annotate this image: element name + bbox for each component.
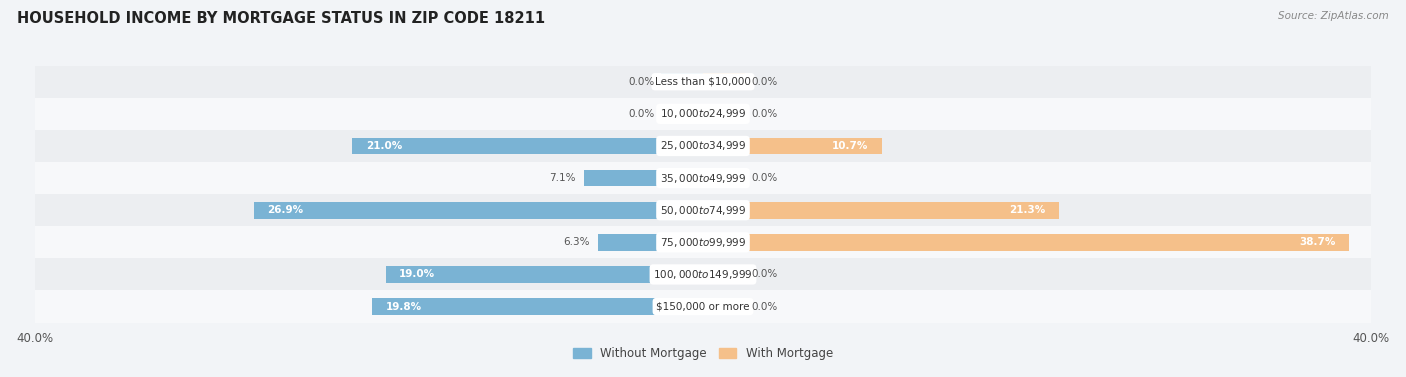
Bar <box>661 74 703 90</box>
Text: $150,000 or more: $150,000 or more <box>657 302 749 311</box>
Bar <box>373 298 703 315</box>
Text: 19.0%: 19.0% <box>399 270 436 279</box>
Bar <box>35 226 1371 258</box>
Text: 26.9%: 26.9% <box>267 205 304 215</box>
Bar <box>35 162 1371 194</box>
Bar <box>661 106 703 122</box>
Text: $100,000 to $149,999: $100,000 to $149,999 <box>654 268 752 281</box>
Text: $75,000 to $99,999: $75,000 to $99,999 <box>659 236 747 249</box>
Bar <box>703 74 745 90</box>
Bar <box>703 170 745 187</box>
Text: 0.0%: 0.0% <box>751 270 778 279</box>
Text: 38.7%: 38.7% <box>1299 238 1336 247</box>
Text: 0.0%: 0.0% <box>751 77 778 87</box>
Text: $10,000 to $24,999: $10,000 to $24,999 <box>659 107 747 120</box>
Legend: Without Mortgage, With Mortgage: Without Mortgage, With Mortgage <box>568 343 838 365</box>
Bar <box>703 202 1059 219</box>
Text: 0.0%: 0.0% <box>751 109 778 119</box>
Text: $25,000 to $34,999: $25,000 to $34,999 <box>659 139 747 152</box>
Bar <box>598 234 703 251</box>
Text: 0.0%: 0.0% <box>751 173 778 183</box>
Text: 0.0%: 0.0% <box>628 77 655 87</box>
Text: 6.3%: 6.3% <box>562 238 589 247</box>
Text: 0.0%: 0.0% <box>751 302 778 311</box>
Text: $35,000 to $49,999: $35,000 to $49,999 <box>659 172 747 185</box>
Text: 7.1%: 7.1% <box>550 173 576 183</box>
Text: 19.8%: 19.8% <box>385 302 422 311</box>
Text: HOUSEHOLD INCOME BY MORTGAGE STATUS IN ZIP CODE 18211: HOUSEHOLD INCOME BY MORTGAGE STATUS IN Z… <box>17 11 546 26</box>
Bar <box>585 170 703 187</box>
Text: 0.0%: 0.0% <box>628 109 655 119</box>
Bar <box>35 130 1371 162</box>
Bar <box>353 138 703 154</box>
Bar <box>385 266 703 283</box>
Bar <box>35 258 1371 291</box>
Text: Source: ZipAtlas.com: Source: ZipAtlas.com <box>1278 11 1389 21</box>
Bar <box>703 234 1350 251</box>
Text: 10.7%: 10.7% <box>832 141 869 151</box>
Bar <box>35 194 1371 226</box>
Text: 21.3%: 21.3% <box>1010 205 1045 215</box>
Bar <box>35 291 1371 323</box>
Bar <box>35 98 1371 130</box>
Bar <box>254 202 703 219</box>
Bar <box>703 106 745 122</box>
Bar <box>703 138 882 154</box>
Text: 21.0%: 21.0% <box>366 141 402 151</box>
Text: Less than $10,000: Less than $10,000 <box>655 77 751 87</box>
Bar <box>35 66 1371 98</box>
Text: $50,000 to $74,999: $50,000 to $74,999 <box>659 204 747 217</box>
Bar <box>703 266 745 283</box>
Bar <box>703 298 745 315</box>
